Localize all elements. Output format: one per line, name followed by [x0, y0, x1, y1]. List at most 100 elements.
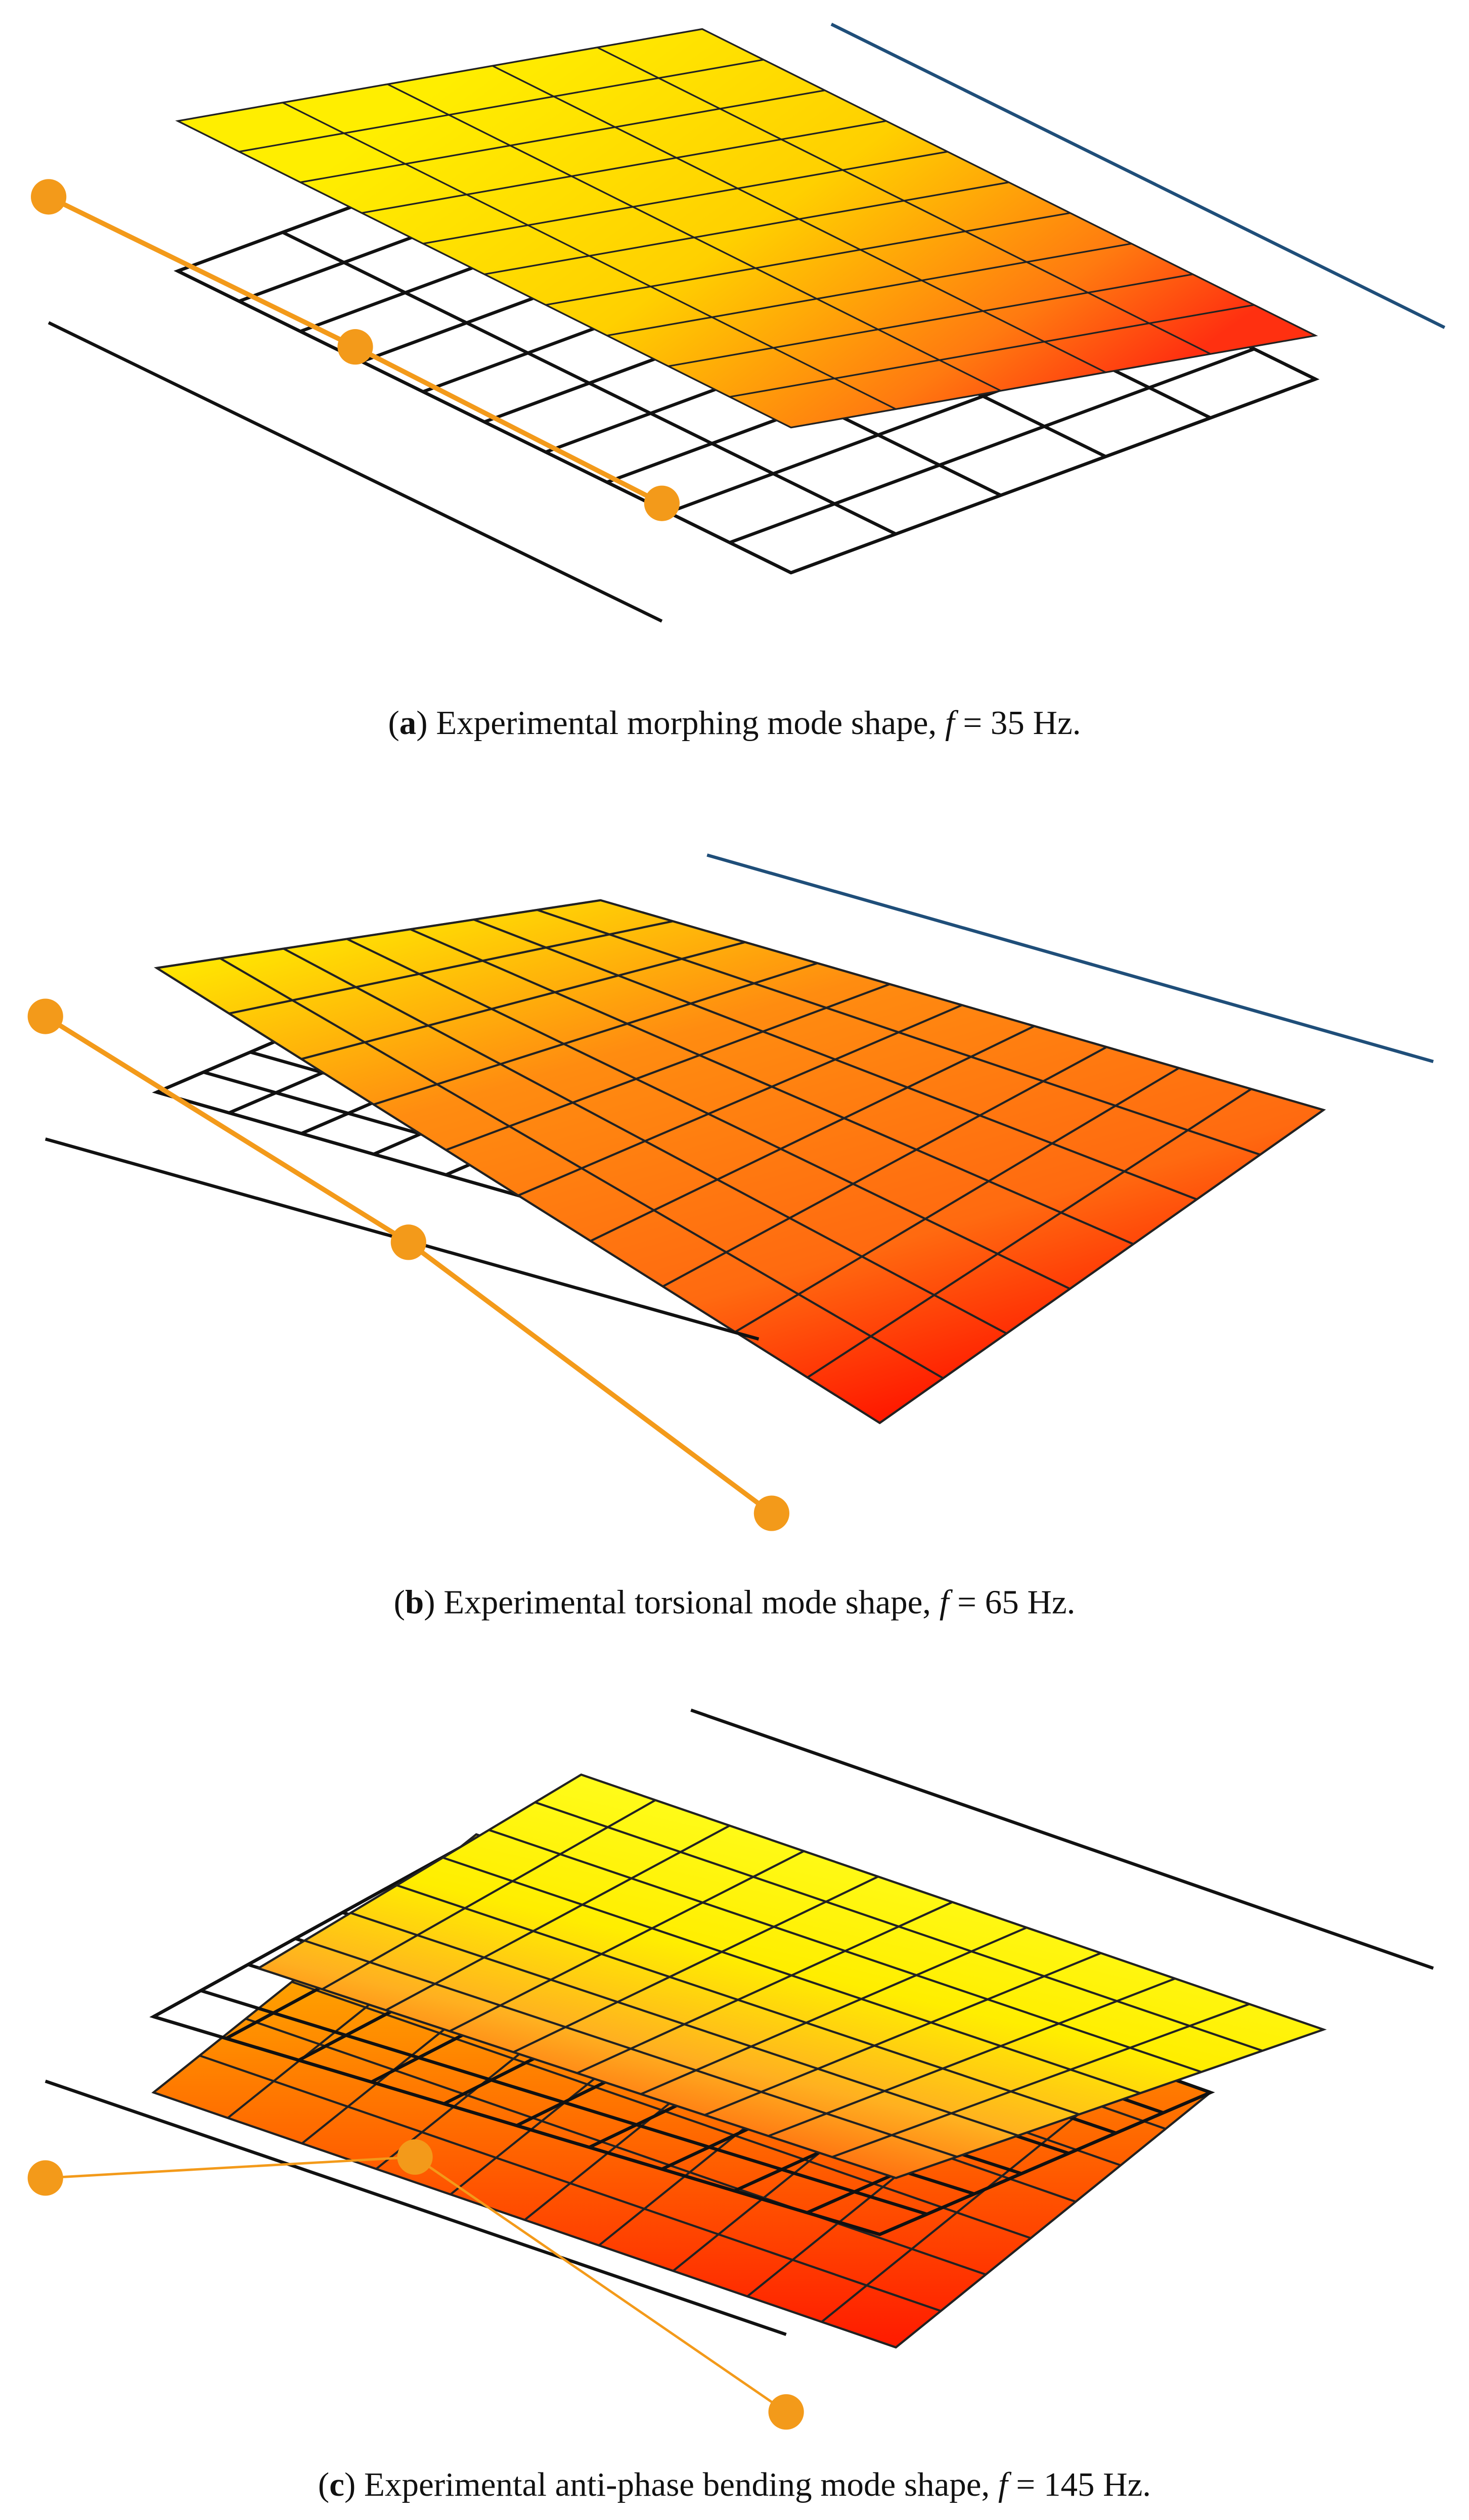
mesh-line: [446, 983, 891, 1151]
mesh-line: [385, 1824, 730, 2011]
mesh-line: [895, 2028, 1324, 2179]
caption: (a) Experimental morphing mode shape, f …: [388, 704, 1081, 742]
mesh-line: [373, 962, 818, 1106]
mesh-line: [229, 920, 674, 1015]
caption: (b) Experimental torsional mode shape, f…: [394, 1583, 1076, 1621]
mesh-line: [282, 231, 897, 536]
mesh: [256, 1773, 1327, 2179]
mesh: [154, 899, 1326, 1425]
mesh-line: [153, 2015, 880, 2236]
node-marker: [768, 2394, 804, 2430]
mesh-line: [362, 120, 886, 214]
mesh-line: [607, 243, 1132, 337]
mesh-line: [291, 1981, 1032, 2239]
caption-part: b: [405, 1583, 424, 1621]
caption-part: (: [318, 2466, 329, 2503]
mesh-line: [831, 2003, 1250, 2158]
mesh-line: [322, 1799, 656, 1990]
reference-line: [690, 1708, 1434, 1970]
mesh-line: [257, 1773, 582, 1969]
caption-part: = 35 Hz.: [955, 704, 1081, 742]
mesh-line: [879, 2091, 1212, 2236]
mesh-line: [177, 120, 791, 429]
mesh-line: [304, 1939, 958, 2158]
mesh-line: [301, 941, 746, 1060]
caption-part: (: [388, 704, 399, 742]
mesh-line: [449, 1850, 805, 2032]
reference-line: [706, 853, 1434, 1064]
node-marker: [390, 1224, 426, 1260]
mesh-line: [590, 1025, 1035, 1242]
mesh-line: [282, 102, 897, 410]
mesh-line: [484, 181, 1009, 276]
mesh-line: [219, 957, 944, 1380]
mesh-line: [199, 2054, 942, 2312]
mesh-line: [239, 59, 764, 153]
mesh: [175, 28, 1318, 429]
mesh-line: [729, 304, 1255, 398]
caption-part: ) Experimental torsional mode shape,: [424, 1583, 940, 1621]
mesh-line: [597, 47, 1211, 355]
mesh-line: [668, 273, 1193, 368]
caption-part: c: [329, 2466, 344, 2503]
mesh-line: [734, 1067, 1180, 1333]
mesh-line: [807, 1088, 1252, 1379]
caption: (c) Experimental anti-phase bending mode…: [318, 2466, 1151, 2503]
mesh-line: [704, 1952, 1101, 2116]
caption-part: (: [394, 1583, 405, 1621]
mesh-line: [513, 1875, 879, 2053]
caption-part: = 145 Hz.: [1008, 2466, 1151, 2503]
node-marker: [753, 1495, 790, 1531]
mesh-line: [245, 2018, 987, 2276]
reference-line: [48, 321, 663, 623]
mesh-line: [177, 269, 792, 574]
caption-part: a: [399, 704, 417, 742]
mesh-line: [581, 1773, 1324, 2031]
mesh-line: [640, 1927, 1027, 2095]
mesh-line: [156, 967, 880, 1424]
mesh-line: [600, 899, 1324, 1111]
mesh-line: [350, 1912, 1018, 2137]
reference-line: [44, 2079, 787, 2336]
mesh-line: [537, 908, 1261, 1156]
mesh-line: [396, 1884, 1080, 2116]
mesh-line: [410, 928, 1134, 1245]
mesh-line: [545, 212, 1071, 306]
node-marker: [31, 179, 67, 215]
mesh-line: [576, 1901, 953, 2074]
node-marker: [27, 2160, 63, 2196]
caption-part: = 65 Hz.: [949, 1583, 1075, 1621]
mesh-line: [258, 1967, 897, 2179]
mesh-line: [200, 1989, 928, 2216]
mesh-line: [177, 28, 702, 122]
mesh-line: [768, 1978, 1176, 2137]
mesh-line: [895, 2091, 1212, 2349]
mesh-line: [790, 335, 1316, 429]
node-marker: [397, 2139, 433, 2175]
mesh-line: [346, 938, 1071, 1290]
mesh-line: [473, 919, 1197, 1201]
mesh-line: [790, 377, 1316, 574]
mesh-line: [518, 1004, 963, 1197]
mesh-line: [300, 89, 825, 184]
mesh-line: [153, 2091, 897, 2349]
node-marker: [337, 329, 373, 365]
mesh-line: [879, 1109, 1324, 1424]
mesh-line: [423, 151, 948, 245]
mesh-line: [156, 899, 601, 969]
node-marker: [27, 998, 63, 1034]
reference-line: [830, 23, 1446, 329]
caption-part: ) Experimental anti-phase bending mode s…: [344, 2466, 998, 2503]
mesh-line: [283, 947, 1007, 1335]
mesh-line: [442, 1856, 1141, 2094]
caption-part: ) Experimental morphing mode shape,: [416, 704, 945, 742]
node-marker: [644, 485, 680, 521]
mesh-line: [387, 83, 1001, 392]
mesh-line: [701, 28, 1316, 337]
mesh-line: [535, 1801, 1263, 2052]
mesh-line: [492, 65, 1106, 374]
mesh-line: [729, 347, 1255, 544]
mesh-line: [488, 1829, 1202, 2073]
